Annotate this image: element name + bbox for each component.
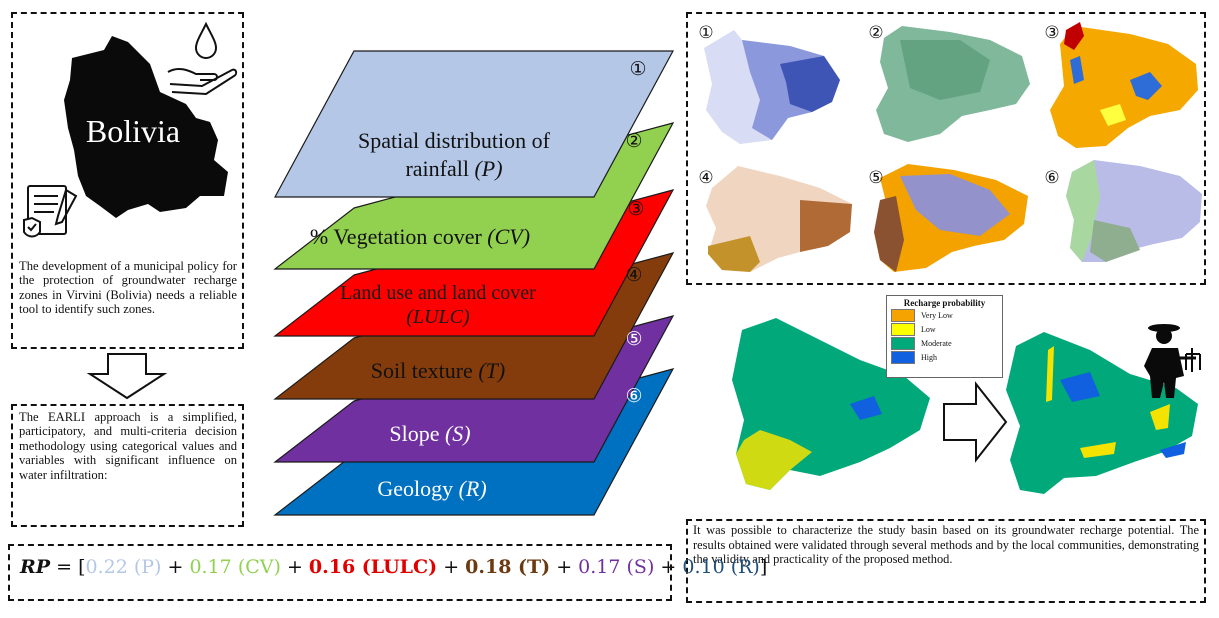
map-3-number: ③ xyxy=(1044,23,1059,42)
earli-description: The EARLI approach is a simplified, part… xyxy=(19,410,237,482)
legend-swatch-high xyxy=(891,350,915,364)
legend-item: Low xyxy=(887,322,1002,336)
factor-map-5-slope xyxy=(874,164,1028,272)
equation-open-bracket: [ xyxy=(78,556,86,578)
map-6-number: ⑥ xyxy=(1044,168,1059,187)
equation-term-5: 0.17 (S) xyxy=(578,556,655,578)
legend-label: Moderate xyxy=(921,338,952,348)
layer-3-label: Land use and land cover xyxy=(340,282,536,304)
layer-1-label: Spatial distribution of xyxy=(358,128,551,153)
factor-maps-panel xyxy=(686,12,1206,285)
right-arrow xyxy=(943,381,1008,463)
layer-5-label: Slope (S) xyxy=(389,421,470,446)
layer-2-label: % Vegetation cover (CV) xyxy=(310,224,530,249)
conclusion-description: It was possible to characterize the stud… xyxy=(693,523,1199,567)
equation-term-2: 0.17 (CV) xyxy=(189,556,281,578)
layer-6-number: ⑥ xyxy=(625,386,642,407)
map-1-number: ① xyxy=(698,23,713,42)
down-arrow xyxy=(86,353,168,400)
legend-item: Moderate xyxy=(887,336,1002,350)
bolivia-description: The development of a municipal policy fo… xyxy=(19,259,237,317)
equation-term-4: 0.18 (T) xyxy=(465,556,551,578)
layer-1-label-line2: rainfall (P) xyxy=(405,156,502,181)
factor-map-1-rainfall xyxy=(704,30,840,144)
layer-1-rainfall xyxy=(273,50,675,198)
recharge-probability-equation: RP = [0.22 (P) + 0.17 (CV) + 0.16 (LULC)… xyxy=(20,556,767,578)
equation-term-1: 0.22 (P) xyxy=(85,556,162,578)
legend-item: Very Low xyxy=(887,308,1002,322)
map-5-number: ⑤ xyxy=(868,168,883,187)
legend-item: High xyxy=(887,350,1002,364)
legend-label: High xyxy=(921,352,937,362)
legend-title: Recharge probability xyxy=(903,298,986,308)
bolivia-panel xyxy=(11,12,244,349)
layer-1-number: ① xyxy=(629,59,646,80)
legend-swatch-moderate xyxy=(891,336,915,350)
equation-close-bracket: ] xyxy=(759,556,768,578)
layer-4-label: Soil texture (T) xyxy=(371,358,505,383)
equation-lhs: RP xyxy=(20,556,51,578)
legend-label: Low xyxy=(921,324,936,334)
bolivia-map: Bolivia xyxy=(64,36,228,218)
equation-terms: 0.22 (P) + 0.17 (CV) + 0.16 (LULC) + 0.1… xyxy=(86,556,760,578)
country-label: Bolivia xyxy=(86,113,180,149)
equation-plus: + xyxy=(437,556,466,578)
equation-equals: = xyxy=(50,556,79,578)
factor-map-2-vegetation xyxy=(876,26,1030,142)
conclusion-panel xyxy=(686,519,1206,603)
layer-5-number: ⑤ xyxy=(625,329,642,350)
recharge-map-before xyxy=(732,318,930,490)
equation-panel xyxy=(8,544,672,601)
factor-map-6-geology xyxy=(1066,160,1202,262)
layer-4-number: ④ xyxy=(625,265,642,286)
recharge-map-after xyxy=(1006,332,1198,494)
map-2-number: ② xyxy=(868,23,883,42)
policy-document-icon xyxy=(23,185,78,238)
layer-stack: ① ② ③ ④ ⑤ ⑥ Spatial distribution of rain… xyxy=(273,50,675,516)
equation-plus: + xyxy=(550,556,579,578)
water-hand-icon xyxy=(167,21,238,96)
layer-6-label: Geology (R) xyxy=(377,476,486,501)
earli-panel xyxy=(11,404,244,527)
farmer-icon xyxy=(1144,324,1201,398)
recharge-legend: Recharge probability Very Low Low Modera… xyxy=(886,295,1003,378)
equation-plus: + xyxy=(280,556,309,578)
legend-swatch-very-low xyxy=(891,308,915,322)
equation-term-6: 0.10 (R) xyxy=(682,556,760,578)
factor-map-4-soil xyxy=(706,166,852,272)
equation-plus: + xyxy=(654,556,683,578)
layer-3-label-line2: (LULC) xyxy=(406,306,470,328)
layer-3-number: ③ xyxy=(627,199,644,220)
equation-term-3: 0.16 (LULC) xyxy=(308,556,438,578)
layer-2-number: ② xyxy=(625,131,642,152)
map-4-number: ④ xyxy=(698,168,713,187)
equation-plus: + xyxy=(161,556,190,578)
legend-label: Very Low xyxy=(921,310,953,320)
factor-map-3-lulc xyxy=(1050,22,1198,148)
legend-swatch-low xyxy=(891,322,915,336)
